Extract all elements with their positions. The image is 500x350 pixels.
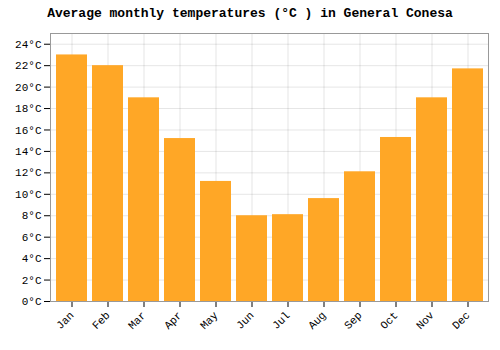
svg-text:10°C: 10°C (15, 189, 42, 201)
svg-text:4°C: 4°C (22, 253, 42, 265)
svg-text:Mar: Mar (126, 309, 148, 331)
svg-text:18°C: 18°C (15, 103, 42, 115)
svg-text:2°C: 2°C (22, 275, 42, 287)
svg-text:Jun: Jun (234, 309, 256, 331)
svg-text:12°C: 12°C (15, 167, 42, 179)
svg-text:Oct: Oct (378, 309, 400, 331)
svg-text:Nov: Nov (414, 309, 437, 332)
html-text:Average monthly temperatures (: Average monthly temperatures (°C ) in Ge… (47, 6, 453, 21)
svg-text:8°C: 8°C (22, 210, 42, 222)
svg-text:Jan: Jan (54, 309, 76, 331)
svg-text:22°C: 22°C (15, 60, 42, 72)
svg-text:Apr: Apr (162, 309, 184, 331)
svg-text:24°C: 24°C (15, 39, 42, 51)
svg-text:May: May (198, 309, 221, 332)
svg-text:Sep: Sep (342, 309, 364, 331)
svg-text:14°C: 14°C (15, 146, 42, 158)
svg-text:20°C: 20°C (15, 82, 42, 94)
svg-text:Aug: Aug (306, 309, 328, 331)
svg-text:0°C: 0°C (22, 296, 42, 308)
svg-text:6°C: 6°C (22, 232, 42, 244)
svg-text:Dec: Dec (450, 309, 472, 331)
svg-text:16°C: 16°C (15, 125, 42, 137)
svg-text:Feb: Feb (90, 309, 112, 331)
svg-text:Jul: Jul (270, 309, 292, 331)
